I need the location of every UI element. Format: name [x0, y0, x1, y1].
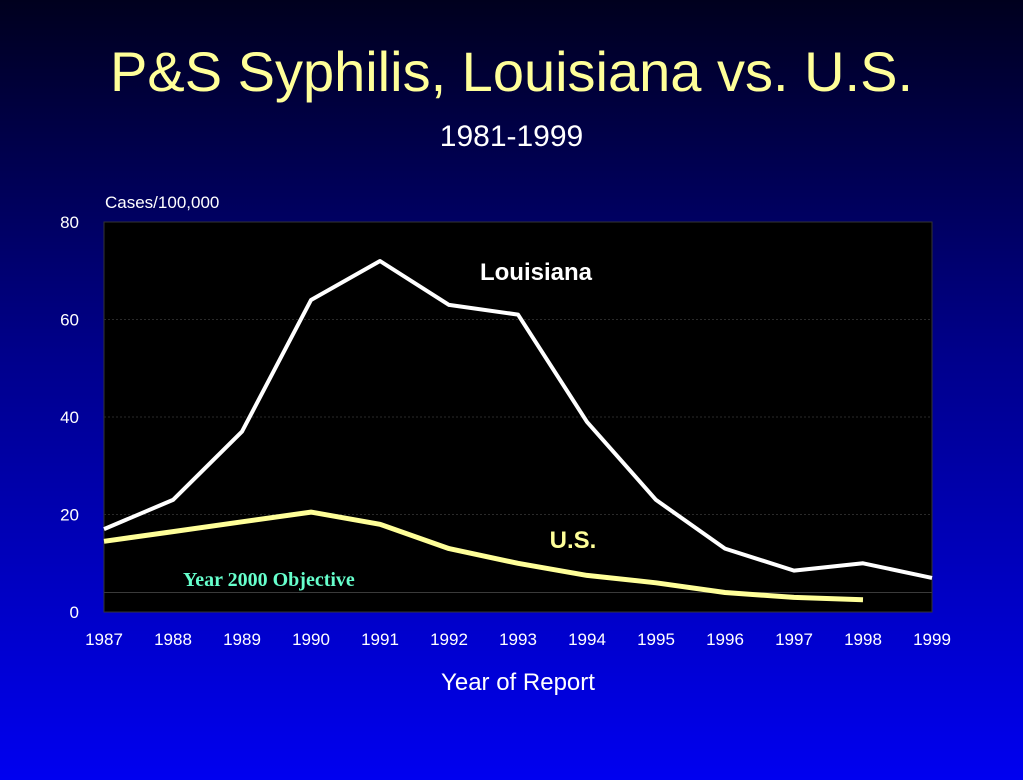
x-tick-label: 1990 [292, 630, 330, 649]
x-tick-label: 1993 [499, 630, 537, 649]
y-tick-label: 0 [70, 603, 79, 622]
series-label-us: U.S. [550, 527, 597, 554]
series-line-louisiana [103, 259, 933, 580]
y-tick-label: 80 [60, 213, 79, 232]
x-tick-label: 1996 [706, 630, 744, 649]
chart-title: P&S Syphilis, Louisiana vs. U.S. [109, 40, 914, 103]
objective-label: Year 2000 Objective [183, 569, 355, 591]
x-tick-label: 1992 [430, 630, 468, 649]
x-tick-label: 1999 [913, 630, 951, 649]
x-axis-label: Year of Report [441, 669, 595, 696]
series-label-louisiana: Louisiana [480, 259, 593, 286]
y-axis-label: Cases/100,000 [105, 193, 219, 212]
y-tick-label: 60 [60, 311, 79, 330]
x-tick-label: 1987 [85, 630, 123, 649]
x-tick-label: 1994 [568, 630, 606, 649]
x-tick-label: 1991 [361, 630, 399, 649]
y-tick-label: 20 [60, 506, 79, 525]
chart-subtitle: 1981-1999 [439, 120, 584, 153]
y-tick-label: 40 [60, 408, 79, 427]
x-tick-label: 1988 [154, 630, 192, 649]
x-tick-label: 1998 [844, 630, 882, 649]
series-line-us [103, 509, 864, 603]
x-tick-label: 1995 [637, 630, 675, 649]
x-tick-label: 1989 [223, 630, 261, 649]
x-tick-label: 1997 [775, 630, 813, 649]
